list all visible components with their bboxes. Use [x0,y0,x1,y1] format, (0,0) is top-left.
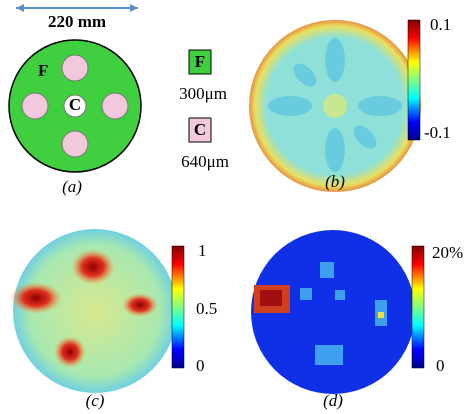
colorbar [407,19,421,141]
colorbar-label: 0.1 [430,15,451,34]
panel-a: 220 mm F C (a) [8,4,142,196]
colorbar-label: 0 [196,356,205,375]
caption: (b) [325,172,345,191]
colorbar [411,245,425,369]
panel-c: 1 0.5 0 (c) [10,229,217,410]
colorbar-label: -0.1 [424,123,451,142]
panel-b: 0.1 -0.1 (b) [249,15,451,192]
hot-spot [378,312,384,318]
core-label: C [69,95,81,114]
colorbar [171,245,185,369]
map [251,230,415,394]
colorbar-label: 0 [436,356,445,375]
region [61,130,89,158]
region [21,92,49,120]
scale-label: 220 mm [48,12,106,31]
legend-swatch [188,49,212,75]
panel-d: 20% 0 (d) [251,230,463,410]
colorbar-label: 1 [198,241,207,260]
legend: F 300μm C 640μm [179,49,229,171]
region [63,94,87,118]
caption: (d) [323,391,343,410]
colorbar-label: 0.5 [196,299,217,318]
legend-swatch [188,117,212,143]
center [323,94,347,118]
caption: (c) [86,391,105,410]
legend-symbol: F [195,52,205,71]
hot-spot [260,290,282,306]
region [101,92,129,120]
hot-spot [10,282,62,314]
colorbar-label: 20% [432,243,463,262]
region [61,54,89,82]
caption: (a) [62,177,82,196]
hot-spot [71,249,115,285]
hot-spot [54,336,86,368]
hot-spot [122,293,158,317]
field-label: F [38,61,48,80]
legend-size: 300μm [179,84,227,103]
legend-size: 640μm [181,152,229,171]
legend-symbol: C [194,120,206,139]
